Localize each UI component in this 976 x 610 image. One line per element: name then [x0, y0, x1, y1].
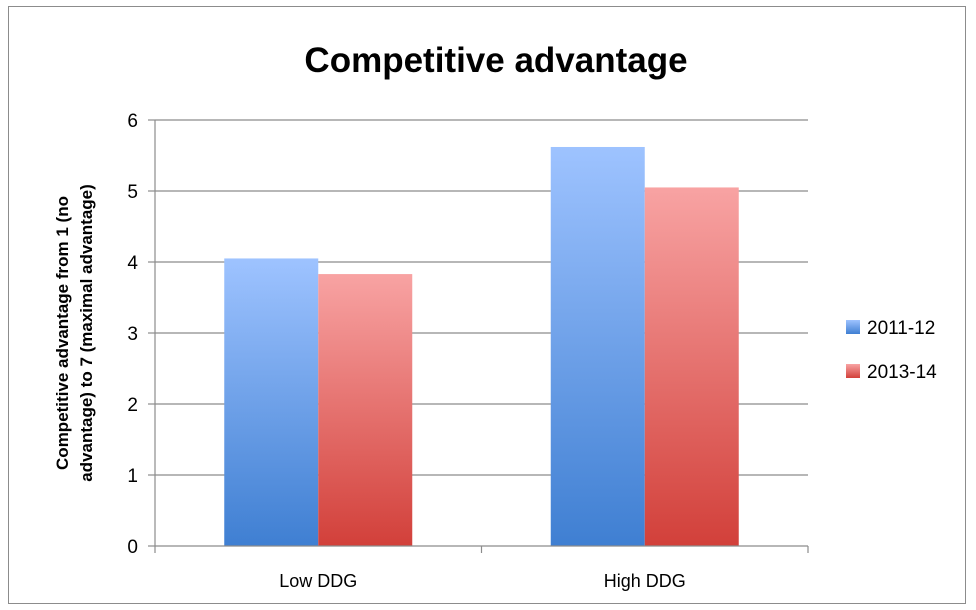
y-tick-label: 5 [127, 182, 138, 203]
x-tick-labels: Low DDG High DDG [279, 571, 686, 591]
y-axis-label: Competitive advantage from 1 (no advanta… [53, 184, 96, 482]
y-axis-label-line-2: advantage) to 7 (maximal advantage) [77, 184, 96, 482]
y-tick-label: 6 [127, 111, 138, 132]
legend-label: 2013-14 [867, 362, 937, 383]
y-axis-label-line-1: Competitive advantage from 1 (no [53, 196, 72, 470]
legend-swatch [846, 364, 860, 378]
bar-2013-14-high-ddg [644, 187, 739, 546]
y-tick-label: 2 [127, 395, 138, 416]
legend: 2011-12 2013-14 [846, 318, 937, 383]
y-tick-labels: 0 1 2 3 4 5 6 [127, 111, 138, 558]
x-tick-label: High DDG [604, 571, 686, 591]
y-tick-label: 4 [127, 253, 138, 274]
y-tick-label: 3 [127, 324, 138, 345]
bar-2011-12-high-ddg [550, 146, 645, 547]
bars [224, 146, 739, 547]
legend-swatch [846, 320, 860, 334]
x-tick-label: Low DDG [279, 571, 357, 591]
chart-frame [8, 6, 966, 604]
chart-title: Competitive advantage [304, 41, 687, 80]
legend-label: 2011-12 [867, 318, 935, 339]
bar-2013-14-low-ddg [318, 274, 413, 546]
y-tick-label: 1 [127, 466, 138, 487]
axes [154, 120, 809, 553]
bar-2011-12-low-ddg [224, 258, 319, 546]
y-tick-label: 0 [127, 537, 138, 558]
